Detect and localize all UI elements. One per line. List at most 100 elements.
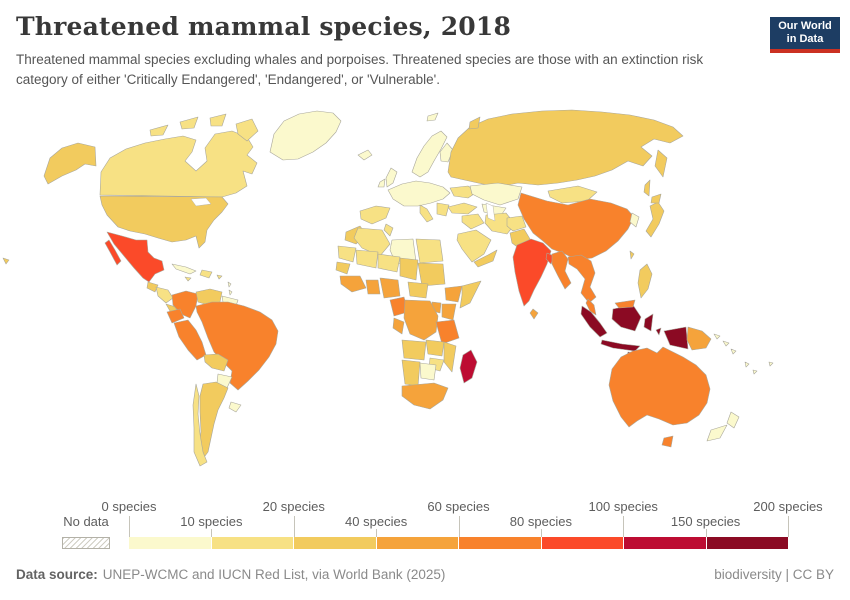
- country-russia[interactable]: [643, 179, 651, 197]
- country-western_sahara[interactable]: [337, 245, 357, 263]
- country-indonesia[interactable]: [655, 327, 662, 336]
- country-taiwan[interactable]: [629, 250, 635, 260]
- country-china[interactable]: [517, 192, 635, 261]
- country-angola[interactable]: [401, 339, 427, 361]
- legend-bin-0[interactable]: [129, 537, 211, 549]
- country-pacific_islands[interactable]: [722, 340, 730, 347]
- country-namibia[interactable]: [401, 359, 421, 387]
- owid-logo[interactable]: Our World in Data: [770, 17, 840, 53]
- legend-bin-7[interactable]: [706, 537, 788, 549]
- country-mozambique[interactable]: [443, 341, 457, 373]
- legend-bin-6[interactable]: [624, 537, 706, 549]
- country-myanmar[interactable]: [551, 250, 572, 290]
- country-united_kingdom[interactable]: [385, 167, 398, 188]
- country-russia[interactable]: [654, 149, 668, 178]
- country-zambia[interactable]: [425, 339, 445, 357]
- legend-bin-5[interactable]: [541, 537, 623, 549]
- country-new_zealand[interactable]: [706, 424, 728, 442]
- country-malaysia[interactable]: [585, 298, 597, 316]
- country-russia[interactable]: [447, 109, 684, 188]
- country-chad[interactable]: [399, 257, 419, 281]
- country-pacific_islands[interactable]: [713, 333, 721, 340]
- country-peru[interactable]: [173, 319, 207, 361]
- country-colombia[interactable]: [171, 290, 199, 319]
- country-yemen_oman[interactable]: [473, 249, 498, 268]
- country-india[interactable]: [512, 238, 552, 307]
- country-canada[interactable]: [149, 124, 169, 137]
- country-chile[interactable]: [192, 383, 208, 467]
- country-malaysia[interactable]: [614, 299, 636, 309]
- country-gabon_congo[interactable]: [392, 317, 405, 335]
- country-greenland[interactable]: [269, 110, 342, 161]
- country-jamaica[interactable]: [184, 276, 192, 282]
- country-sudan[interactable]: [417, 262, 446, 287]
- country-niger[interactable]: [377, 253, 401, 273]
- country-south_africa[interactable]: [401, 382, 449, 410]
- country-indonesia[interactable]: [663, 326, 689, 350]
- country-papua_new_guinea[interactable]: [686, 326, 712, 351]
- country-puerto_rico[interactable]: [216, 274, 223, 280]
- country-central_europe[interactable]: [387, 180, 451, 207]
- country-central_african_republic[interactable]: [407, 281, 429, 299]
- country-ireland[interactable]: [377, 178, 386, 188]
- country-uruguay[interactable]: [228, 401, 242, 413]
- country-ecuador[interactable]: [166, 308, 185, 324]
- country-scandinavia[interactable]: [411, 130, 448, 178]
- country-afghanistan[interactable]: [506, 215, 527, 232]
- country-australia[interactable]: [661, 435, 674, 448]
- footer-license[interactable]: biodiversity | CC BY: [714, 567, 834, 582]
- country-bolivia[interactable]: [203, 353, 229, 372]
- country-lesser_antilles[interactable]: [227, 281, 232, 288]
- country-canada[interactable]: [209, 113, 227, 127]
- country-canada[interactable]: [235, 118, 259, 142]
- country-new_zealand[interactable]: [726, 411, 740, 429]
- country-mexico[interactable]: [104, 239, 122, 266]
- country-tunisia[interactable]: [383, 223, 394, 237]
- country-indonesia[interactable]: [580, 305, 608, 338]
- country-mexico[interactable]: [106, 231, 165, 283]
- country-brazil[interactable]: [195, 301, 279, 391]
- country-pacific_islands[interactable]: [752, 369, 758, 375]
- country-botswana[interactable]: [419, 362, 437, 381]
- legend-no-data-swatch[interactable]: [62, 537, 110, 549]
- country-scandinavia[interactable]: [426, 112, 439, 122]
- country-cuba[interactable]: [171, 263, 197, 275]
- country-honduras_nicaragua[interactable]: [155, 286, 174, 304]
- country-usa[interactable]: [43, 142, 97, 185]
- country-lesser_antilles[interactable]: [228, 289, 233, 296]
- country-ukraine[interactable]: [449, 185, 478, 199]
- country-japan[interactable]: [645, 201, 665, 238]
- country-mali[interactable]: [355, 249, 379, 269]
- country-middle_east[interactable]: [461, 213, 485, 230]
- country-saudi_arabia[interactable]: [456, 229, 492, 263]
- country-guatemala[interactable]: [146, 281, 159, 293]
- country-tanzania[interactable]: [435, 319, 460, 345]
- country-argentina[interactable]: [197, 381, 229, 461]
- country-nigeria[interactable]: [379, 277, 401, 299]
- country-kenya[interactable]: [441, 303, 457, 321]
- country-egypt[interactable]: [415, 238, 444, 264]
- country-turkey[interactable]: [447, 202, 478, 215]
- country-guinea_coast[interactable]: [339, 275, 367, 293]
- country-canada[interactable]: [99, 130, 258, 198]
- country-indonesia[interactable]: [600, 339, 641, 352]
- country-drc[interactable]: [403, 299, 439, 341]
- country-italy[interactable]: [419, 204, 434, 223]
- country-ghana_benin[interactable]: [365, 279, 381, 295]
- legend-bin-4[interactable]: [459, 537, 541, 549]
- legend-bin-3[interactable]: [376, 537, 458, 549]
- country-iberia[interactable]: [359, 205, 391, 225]
- country-kazakhstan[interactable]: [469, 182, 523, 206]
- country-japan[interactable]: [650, 193, 662, 204]
- country-iceland[interactable]: [357, 149, 373, 161]
- legend-bin-2[interactable]: [294, 537, 376, 549]
- country-usa[interactable]: [2, 257, 10, 265]
- country-australia[interactable]: [608, 346, 711, 428]
- country-pacific_islands[interactable]: [768, 361, 774, 367]
- country-hispaniola[interactable]: [199, 269, 213, 279]
- country-indonesia[interactable]: [643, 313, 654, 332]
- country-indochina[interactable]: [567, 254, 597, 304]
- country-usa[interactable]: [99, 195, 229, 249]
- country-senegal[interactable]: [335, 261, 351, 275]
- legend-bin-1[interactable]: [211, 537, 293, 549]
